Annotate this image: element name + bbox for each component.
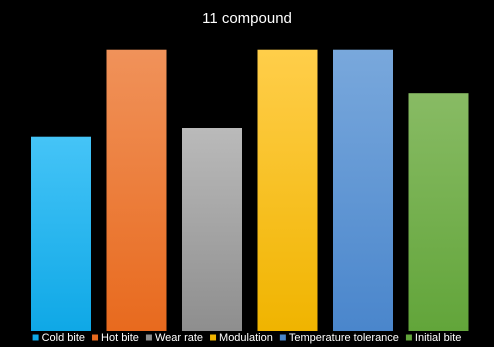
legend-label-temperature-tolerance: Temperature tolerance bbox=[289, 332, 399, 344]
legend-label-modulation: Modulation bbox=[219, 332, 273, 344]
bars bbox=[31, 49, 469, 331]
legend-item-hot-bite: Hot bite bbox=[92, 332, 139, 344]
bar-cold-bite bbox=[31, 136, 91, 331]
legend-label-initial-bite: Initial bite bbox=[415, 332, 461, 344]
bar-initial-bite bbox=[408, 93, 469, 331]
legend-swatch-temperature-tolerance bbox=[279, 334, 286, 341]
legend-item-temperature-tolerance: Temperature tolerance bbox=[279, 332, 399, 344]
legend-item-initial-bite: Initial bite bbox=[405, 332, 461, 344]
bar-modulation bbox=[257, 49, 318, 331]
bar-hot-bite bbox=[106, 49, 167, 331]
legend-item-modulation: Modulation bbox=[210, 332, 273, 344]
legend-swatch-initial-bite bbox=[405, 334, 412, 341]
bar-temperature-tolerance bbox=[333, 49, 393, 331]
legend-swatch-modulation bbox=[210, 334, 217, 341]
legend-swatch-cold-bite bbox=[32, 334, 39, 341]
legend-item-cold-bite: Cold bite bbox=[32, 332, 85, 344]
chart-title: 11 compound bbox=[202, 10, 292, 27]
bar-wear-rate bbox=[182, 128, 242, 331]
legend-label-hot-bite: Hot bite bbox=[101, 332, 139, 344]
legend-swatch-wear-rate bbox=[145, 334, 152, 341]
legend-item-wear-rate: Wear rate bbox=[145, 332, 203, 344]
legend-swatch-hot-bite bbox=[92, 334, 99, 341]
legend-label-cold-bite: Cold bite bbox=[42, 332, 85, 344]
legend: Cold bite Hot bite Wear rate Modulation Temp… bbox=[32, 332, 461, 344]
legend-label-wear-rate: Wear rate bbox=[155, 332, 203, 344]
